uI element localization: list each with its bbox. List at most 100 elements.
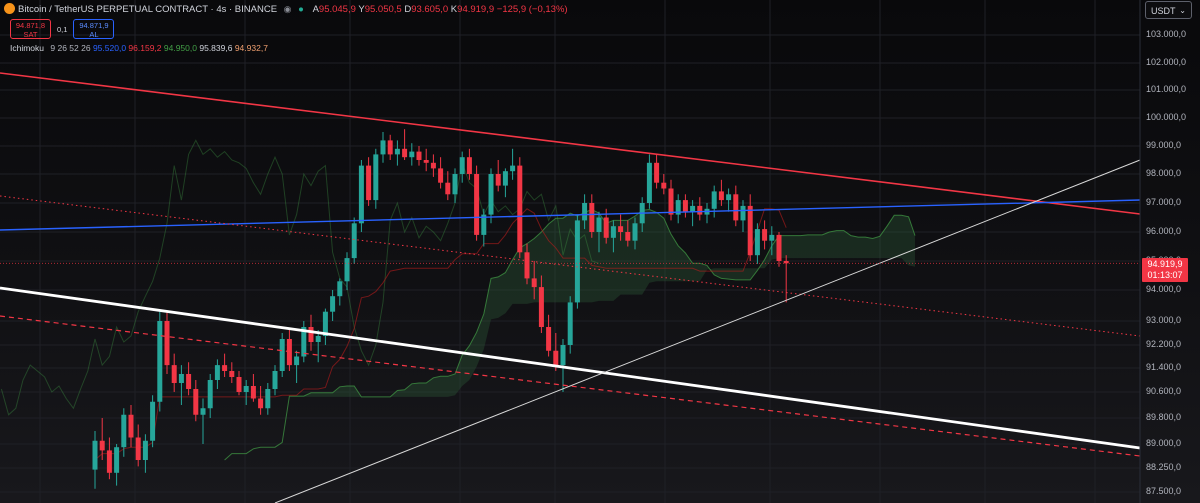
candle-body (258, 398, 264, 409)
close-value: 94.919,9 (457, 4, 495, 15)
price-axis-tick-label: 90.600,0 (1146, 386, 1182, 396)
candle-body (142, 440, 148, 460)
price-axis-tick-label: 97.000,0 (1146, 197, 1182, 207)
candle-body (200, 408, 206, 415)
candle-body (214, 365, 220, 380)
candle-body (229, 371, 235, 377)
indicator-value-4: 95.839,6 (199, 43, 233, 53)
symbol-header: Bitcoin / TetherUS PERPETUAL CONTRACT · … (4, 3, 568, 15)
candle-body (481, 214, 487, 235)
candle-body (596, 217, 602, 232)
eye-icon[interactable]: ◉ (283, 4, 292, 14)
candle-body (171, 365, 177, 383)
candle-body (315, 336, 321, 342)
candle-body (294, 356, 300, 366)
candle-body (546, 327, 552, 351)
candle-body (531, 278, 537, 288)
candle-body (538, 287, 544, 327)
candle-body (661, 182, 667, 189)
candle-body (474, 174, 480, 235)
candle-body (337, 281, 343, 297)
candle-body (690, 205, 696, 212)
ichimoku-cloud (224, 209, 916, 460)
candle-body (150, 401, 156, 441)
candle-body (322, 311, 328, 336)
candle-body (301, 327, 307, 357)
change-value: −125,9 (−0,13%) (496, 4, 568, 15)
candle-body (682, 200, 688, 212)
white-support-trendline (0, 286, 1141, 450)
candle-body (128, 414, 134, 438)
currency-select[interactable]: USDT ⌄ (1145, 1, 1192, 19)
candle-body (733, 194, 739, 221)
candle-body (574, 220, 580, 303)
price-axis-tick-label: 93.000,0 (1146, 315, 1182, 325)
price-axis-tick-label: 101.000,0 (1146, 84, 1187, 94)
candle-body (625, 232, 631, 241)
dashed-support-trendline (0, 315, 1141, 457)
kijun-line (94, 208, 787, 461)
price-axis-tick-label: 89.800,0 (1146, 412, 1182, 422)
candle-body (279, 339, 285, 371)
price-axis-tick-label: 98.000,0 (1146, 168, 1182, 178)
price-axis-tick-label: 91.400,0 (1146, 362, 1182, 372)
candle-body (99, 440, 105, 451)
candle-body (207, 380, 213, 409)
candle-body (135, 437, 141, 460)
ichimoku-legend[interactable]: Ichimoku 9 26 52 26 95.520,0 96.159,2 94… (10, 43, 268, 53)
candle-body (675, 200, 681, 215)
candle-body (610, 226, 616, 238)
candle-body (553, 350, 559, 366)
candle-body (459, 157, 465, 174)
candle-body (380, 140, 386, 155)
candle-body (582, 203, 588, 221)
candle-body (358, 165, 364, 224)
candle-body (495, 174, 501, 186)
price-axis-tick-label: 88.250,0 (1146, 462, 1182, 472)
indicator-value-5: 94.932,7 (234, 43, 268, 53)
price-axis-tick-label: 89.000,0 (1146, 438, 1182, 448)
candle-body (445, 182, 451, 195)
market-open-icon: ● (298, 4, 304, 15)
candle-body (222, 365, 228, 371)
candle-body (560, 345, 566, 366)
open-value: 95.045,9 (318, 4, 356, 15)
candle-body (272, 371, 278, 389)
sell-button[interactable]: 94.871,8 SAT (10, 19, 51, 39)
current-price-value: 94.919,9 (1147, 259, 1183, 269)
price-axis-tick-label: 100.000,0 (1146, 112, 1187, 122)
candle-body (92, 440, 98, 470)
buy-button[interactable]: 94.871,9 AL (73, 19, 115, 39)
candle-body (308, 327, 314, 342)
current-price-tag: 94.919,9 01:13:07 (1142, 258, 1188, 282)
senkou-span-a-line (224, 208, 916, 461)
candle-body (589, 203, 595, 232)
upper-resistance-trendline (0, 72, 1141, 215)
candle-body (769, 234, 775, 241)
blue-trendline (0, 199, 1141, 231)
candle-body (632, 223, 638, 241)
candle-body (409, 151, 415, 158)
indicator-value-2: 96.159,2 (128, 43, 162, 53)
candle-body (740, 205, 746, 221)
candle-body (114, 447, 120, 473)
candle-body (193, 389, 199, 415)
candle-body (186, 374, 192, 389)
candle-body (236, 377, 242, 392)
candle-body (157, 321, 163, 402)
candle-body (164, 321, 170, 366)
rising-trendline (274, 159, 1141, 503)
indicator-value-3: 94.950,0 (163, 43, 197, 53)
candle-body (265, 389, 271, 409)
price-axis-tick-label: 94.000,0 (1146, 284, 1182, 294)
low-value: 93.605,0 (411, 4, 449, 15)
indicator-name: Ichimoku (10, 43, 45, 53)
candle-body (394, 148, 400, 155)
candle-body (603, 217, 609, 238)
chevron-down-icon: ⌄ (1179, 6, 1186, 15)
symbol-title[interactable]: Bitcoin / TetherUS PERPETUAL CONTRACT · … (18, 4, 278, 15)
candle-body (646, 162, 652, 203)
chikou-span-line (0, 139, 600, 416)
